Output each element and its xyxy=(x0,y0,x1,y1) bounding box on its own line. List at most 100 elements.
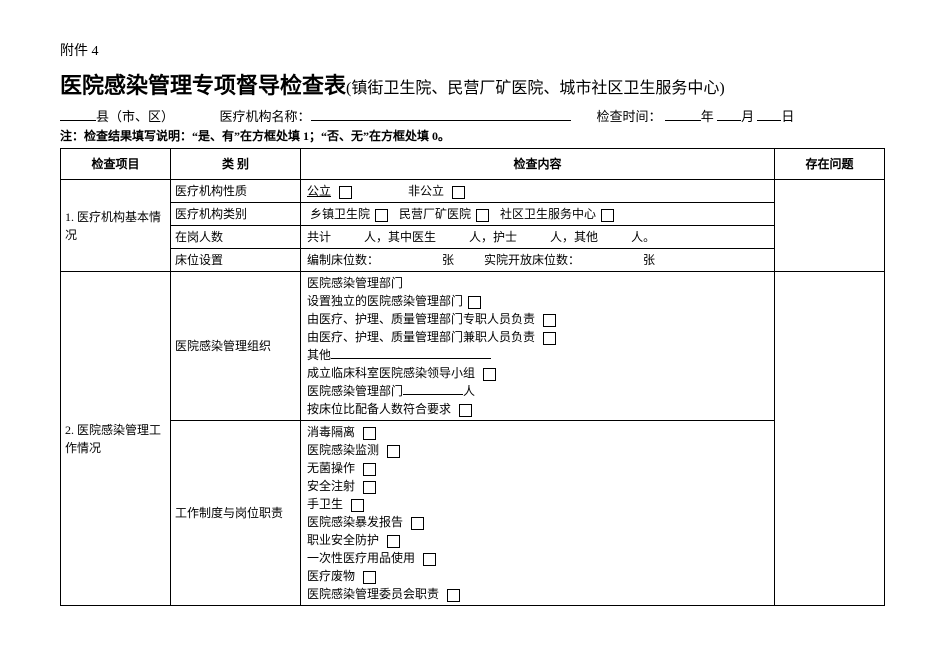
t: 按床位比配备人数符合要求 xyxy=(307,402,451,416)
checkbox[interactable] xyxy=(363,481,376,494)
month-label: 月 xyxy=(741,109,754,124)
dept-count-blank[interactable] xyxy=(403,382,463,395)
checkbox[interactable] xyxy=(363,571,376,584)
table-row: 床位设置 编制床位数： 张 实院开放床位数： 张 xyxy=(61,249,885,272)
sec1-issue[interactable] xyxy=(775,180,885,272)
sec2-catB: 工作制度与岗位职责 xyxy=(171,421,301,606)
day-blank[interactable] xyxy=(757,107,781,121)
other-blank[interactable] xyxy=(331,346,491,359)
sec1-r4-content: 编制床位数： 张 实院开放床位数： 张 xyxy=(301,249,775,272)
checkbox[interactable] xyxy=(339,186,352,199)
inspection-table: 检查项目 类 别 检查内容 存在问题 1. 医疗机构基本情况 医疗机构性质 公立… xyxy=(60,148,885,606)
region-blank[interactable] xyxy=(60,107,96,121)
t: 医院感染管理部门 xyxy=(307,384,403,398)
title-sub: (镇街卫生院、民营厂矿医院、城市社区卫生服务中心) xyxy=(346,80,725,97)
t: 其他 xyxy=(307,348,331,362)
table-row: 1. 医疗机构基本情况 医疗机构性质 公立 非公立 xyxy=(61,180,885,203)
t: 医院感染监测 xyxy=(307,443,379,457)
t: 一次性医疗用品使用 xyxy=(307,551,415,565)
sec2-title: 2. 医院感染管理工作情况 xyxy=(61,272,171,606)
t: 医疗废物 xyxy=(307,569,355,583)
opt-nonpublic: 非公立 xyxy=(408,184,444,198)
table-row: 2. 医院感染管理工作情况 医院感染管理组织 医院感染管理部门 设置独立的医院感… xyxy=(61,272,885,421)
sec1-r1-cat: 医疗机构性质 xyxy=(171,180,301,203)
checkbox[interactable] xyxy=(423,553,436,566)
org-label: 医疗机构名称： xyxy=(220,109,311,124)
sec2-b-content: 消毒隔离 医院感染监测 无菌操作 安全注射 手卫生 医院感染暴发报告 职业安全防… xyxy=(301,421,775,606)
checkbox[interactable] xyxy=(387,445,400,458)
opt-township: 乡镇卫生院 xyxy=(310,207,370,221)
sec1-title: 1. 医疗机构基本情况 xyxy=(61,180,171,272)
header-row: 县（市、区） 医疗机构名称： 检查时间： 年 月 日 xyxy=(60,106,885,125)
table-header-row: 检查项目 类 别 检查内容 存在问题 xyxy=(61,149,885,180)
sec2-catA: 医院感染管理组织 xyxy=(171,272,301,421)
year-label: 年 xyxy=(701,109,714,124)
sec2-issue[interactable] xyxy=(775,272,885,606)
sec1-r4-cat: 床位设置 xyxy=(171,249,301,272)
checkbox[interactable] xyxy=(363,427,376,440)
sec1-r2-content: 乡镇卫生院 民营厂矿医院 社区卫生服务中心 xyxy=(301,203,775,226)
sec1-r1-content: 公立 非公立 xyxy=(301,180,775,203)
t: 由医疗、护理、质量管理部门专职人员负责 xyxy=(307,312,535,326)
t: 人。 xyxy=(631,230,655,244)
org-blank[interactable] xyxy=(311,107,571,121)
t: 医院感染暴发报告 xyxy=(307,515,403,529)
checkbox[interactable] xyxy=(447,589,460,602)
month-blank[interactable] xyxy=(717,107,741,121)
col-category: 类 别 xyxy=(171,149,301,180)
t: 无菌操作 xyxy=(307,461,355,475)
t: 医院感染管理委员会职责 xyxy=(307,587,439,601)
t: 张 xyxy=(643,253,655,267)
title-main: 医院感染管理专项督导检查表 xyxy=(60,73,346,98)
col-content: 检查内容 xyxy=(301,149,775,180)
t: 手卫生 xyxy=(307,497,343,511)
region-suffix: 县（市、区） xyxy=(96,109,174,124)
checkbox[interactable] xyxy=(459,404,472,417)
opt-private: 民营厂矿医院 xyxy=(399,207,471,221)
checkbox[interactable] xyxy=(387,535,400,548)
checkbox[interactable] xyxy=(351,499,364,512)
checkbox[interactable] xyxy=(411,517,424,530)
t: 安全注射 xyxy=(307,479,355,493)
t: 医院感染管理部门 xyxy=(307,276,403,290)
opt-public: 公立 xyxy=(307,184,331,198)
title-line: 医院感染管理专项督导检查表(镇街卫生院、民营厂矿医院、城市社区卫生服务中心) xyxy=(60,68,885,100)
checkbox[interactable] xyxy=(543,314,556,327)
checkbox[interactable] xyxy=(543,332,556,345)
t: 人 xyxy=(463,384,475,398)
col-issue: 存在问题 xyxy=(775,149,885,180)
sec2-a-content: 医院感染管理部门 设置独立的医院感染管理部门 由医疗、护理、质量管理部门专职人员… xyxy=(301,272,775,421)
checkbox[interactable] xyxy=(468,296,481,309)
checkbox[interactable] xyxy=(375,209,388,222)
sec1-r3-cat: 在岗人数 xyxy=(171,226,301,249)
time-label: 检查时间： xyxy=(597,109,662,124)
table-row: 工作制度与岗位职责 消毒隔离 医院感染监测 无菌操作 安全注射 手卫生 医院感染… xyxy=(61,421,885,606)
t: 人，其中医生 xyxy=(364,230,436,244)
note: 注：检查结果填写说明：“是、有”在方框处填 1；“否、无”在方框处填 0。 xyxy=(60,127,885,144)
checkbox[interactable] xyxy=(601,209,614,222)
t: 职业安全防护 xyxy=(307,533,379,547)
t: 人，其他 xyxy=(550,230,598,244)
checkbox[interactable] xyxy=(483,368,496,381)
checkbox[interactable] xyxy=(476,209,489,222)
t: 共计 xyxy=(307,230,331,244)
checkbox[interactable] xyxy=(452,186,465,199)
sec1-r3-content: 共计 人，其中医生 人，护士 人，其他 人。 xyxy=(301,226,775,249)
sec1-r2-cat: 医疗机构类别 xyxy=(171,203,301,226)
checkbox[interactable] xyxy=(363,463,376,476)
t: 成立临床科室医院感染领导小组 xyxy=(307,366,475,380)
year-blank[interactable] xyxy=(665,107,701,121)
t: 张 xyxy=(442,253,454,267)
col-project: 检查项目 xyxy=(61,149,171,180)
t: 由医疗、护理、质量管理部门兼职人员负责 xyxy=(307,330,535,344)
t: 编制床位数： xyxy=(307,253,379,267)
table-row: 医疗机构类别 乡镇卫生院 民营厂矿医院 社区卫生服务中心 xyxy=(61,203,885,226)
t: 消毒隔离 xyxy=(307,425,355,439)
opt-community: 社区卫生服务中心 xyxy=(500,207,596,221)
table-row: 在岗人数 共计 人，其中医生 人，护士 人，其他 人。 xyxy=(61,226,885,249)
day-label: 日 xyxy=(781,109,794,124)
attachment-label: 附件 4 xyxy=(60,40,885,60)
t: 人，护士 xyxy=(469,230,517,244)
t: 设置独立的医院感染管理部门 xyxy=(307,294,463,308)
t: 实院开放床位数： xyxy=(484,253,580,267)
